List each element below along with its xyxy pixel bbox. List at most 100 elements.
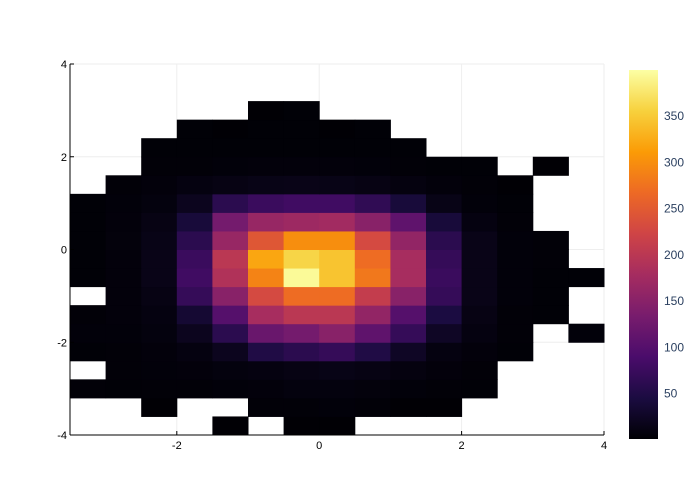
heatmap-cell (176, 138, 213, 158)
heatmap-cell (70, 212, 107, 232)
heatmap-cell (141, 212, 178, 232)
heatmap-cell (390, 138, 427, 158)
heatmap-cell (212, 360, 249, 380)
heatmap-cell (426, 360, 463, 380)
heatmap-cell (70, 379, 107, 399)
heatmap-cell (426, 286, 463, 306)
heatmap-cell (461, 360, 498, 380)
heatmap-cell (319, 119, 356, 139)
heatmap-cell (141, 286, 178, 306)
heatmap-cell (390, 193, 427, 213)
heatmap-cell (248, 230, 285, 250)
heatmap-cell (176, 193, 213, 213)
heatmap-cell (283, 379, 320, 399)
heatmap-cell (141, 249, 178, 269)
heatmap-cell (283, 156, 320, 176)
heatmap-cell (354, 138, 391, 158)
y-tick-label: -4 (57, 430, 67, 442)
heatmap-cell (105, 268, 142, 288)
heatmap-cell (248, 119, 285, 139)
heatmap-cell (212, 286, 249, 306)
heatmap-cell (497, 230, 534, 250)
heatmap-cell (248, 101, 285, 121)
heatmap-cell (248, 379, 285, 399)
heatmap-cell (354, 286, 391, 306)
heatmap-cell (176, 379, 213, 399)
heatmap-cell (354, 360, 391, 380)
heatmap-cell (390, 249, 427, 269)
heatmap-cell (497, 212, 534, 232)
heatmap-cell (283, 416, 320, 436)
heatmap-cell (248, 360, 285, 380)
heatmap-cell (461, 249, 498, 269)
heatmap-cell (283, 305, 320, 325)
heatmap-cell (248, 175, 285, 195)
y-tick-label: 2 (61, 152, 67, 164)
heatmap-cell (390, 175, 427, 195)
heatmap-cell (426, 397, 463, 417)
heatmap-cell (461, 268, 498, 288)
heatmap-cell (283, 230, 320, 250)
heatmap-cell (283, 138, 320, 158)
heatmap-cell (70, 323, 107, 343)
heatmap-cell (176, 268, 213, 288)
heatmap-cell (176, 360, 213, 380)
heatmap-cell (70, 268, 107, 288)
heatmap-cell (105, 379, 142, 399)
heatmap-cell (283, 268, 320, 288)
heatmap-cell (141, 268, 178, 288)
heatmap-cell (283, 193, 320, 213)
heatmap-cell (283, 323, 320, 343)
heatmap-cell (497, 193, 534, 213)
colorbar-gradient (629, 70, 658, 439)
heatmap-cell (461, 305, 498, 325)
heatmap-cell (426, 249, 463, 269)
heatmap-cell (390, 268, 427, 288)
x-tick-label: -2 (172, 440, 182, 452)
heatmap-cell (283, 360, 320, 380)
heatmap-cell (497, 342, 534, 362)
heatmap-cell (248, 268, 285, 288)
heatmap-cell (354, 379, 391, 399)
heatmap-cell (390, 305, 427, 325)
heatmap-cell (426, 156, 463, 176)
heatmap-cell (176, 230, 213, 250)
heatmap-cell (248, 286, 285, 306)
heatmap-cell (248, 323, 285, 343)
heatmap-cell (568, 323, 605, 343)
heatmap-cell (354, 193, 391, 213)
x-tick-label: 2 (459, 440, 465, 452)
heatmap-cell (532, 230, 569, 250)
heatmap-cell (212, 342, 249, 362)
heatmap-cell (248, 156, 285, 176)
heatmap-cell (319, 175, 356, 195)
heatmap-cell (248, 138, 285, 158)
heatmap-cell (70, 305, 107, 325)
heatmap-cell (532, 286, 569, 306)
heatmap-cell (283, 249, 320, 269)
heatmap-cell (319, 212, 356, 232)
heatmap-cell (70, 193, 107, 213)
colorbar-tick-label: 300 (664, 155, 684, 169)
heatmap-cell (141, 193, 178, 213)
heatmap-cell (70, 249, 107, 269)
heatmap-cell (426, 342, 463, 362)
heatmap-cell (248, 212, 285, 232)
heatmap-cell (176, 156, 213, 176)
heatmap-cell (497, 249, 534, 269)
heatmap-cell (141, 379, 178, 399)
heatmap-cell (319, 379, 356, 399)
colorbar-tick-label: 250 (664, 202, 684, 216)
heatmap-cell (426, 379, 463, 399)
heatmap-cell (354, 323, 391, 343)
heatmap-cell (141, 156, 178, 176)
heatmap-cell (497, 175, 534, 195)
colorbar-tick-label: 200 (664, 248, 684, 262)
heatmap-cell (248, 397, 285, 417)
heatmap-cell (105, 323, 142, 343)
heatmap-cell (283, 101, 320, 121)
heatmap-cell (461, 212, 498, 232)
heatmap-cell (105, 175, 142, 195)
heatmap-cell (176, 305, 213, 325)
